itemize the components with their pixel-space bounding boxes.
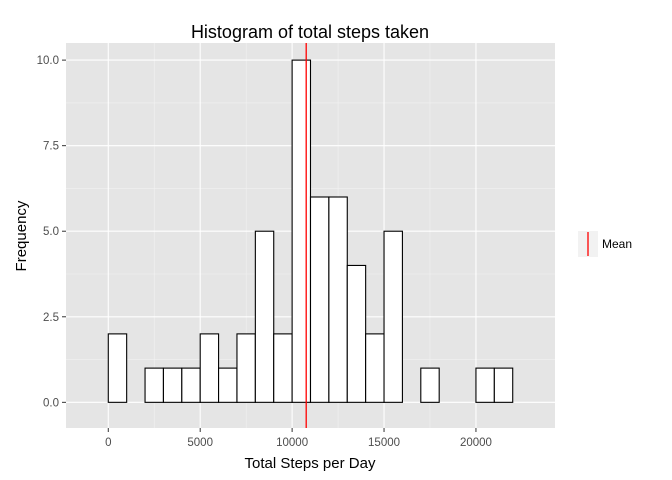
x-tick-label: 0 (105, 437, 111, 449)
x-axis-ticks: 0 5000 10000 15000 20000 (105, 428, 492, 449)
x-tick-label: 20000 (460, 437, 492, 449)
legend: Mean (578, 231, 632, 257)
histogram-bar (107, 333, 128, 403)
histogram-bar (162, 367, 183, 403)
y-axis-label: Frequency (13, 200, 30, 271)
histogram-bar (420, 367, 440, 403)
y-tick-label: 10.0 (37, 55, 59, 67)
histogram-bar (181, 367, 201, 403)
histogram-bar (236, 333, 256, 403)
histogram-bar (493, 367, 514, 403)
chart-title: Histogram of total steps taken (191, 22, 429, 42)
histogram-bar (328, 196, 348, 403)
histogram-bar (309, 196, 330, 403)
y-axis-ticks: 0.0 2.5 5.0 7.5 10.0 (37, 55, 66, 409)
legend-label-mean: Mean (602, 237, 632, 251)
histogram-bar (273, 333, 293, 403)
x-tick-label: 10000 (276, 437, 308, 449)
x-tick-label: 15000 (368, 437, 400, 449)
x-tick-label: 5000 (187, 437, 213, 449)
y-tick-label: 2.5 (43, 312, 59, 324)
histogram-bar (144, 367, 164, 403)
y-tick-label: 0.0 (43, 397, 59, 409)
histogram-bar (218, 367, 238, 403)
histogram-bar (199, 333, 220, 403)
x-axis-label: Total Steps per Day (245, 455, 376, 472)
histogram-bar (291, 59, 312, 403)
histogram-bar (254, 230, 275, 403)
histogram-bar (365, 333, 385, 403)
y-tick-label: 7.5 (43, 141, 59, 153)
histogram-bar (346, 264, 367, 403)
histogram-bar (475, 367, 495, 403)
y-tick-label: 5.0 (43, 226, 59, 238)
histogram-bar (383, 230, 403, 403)
